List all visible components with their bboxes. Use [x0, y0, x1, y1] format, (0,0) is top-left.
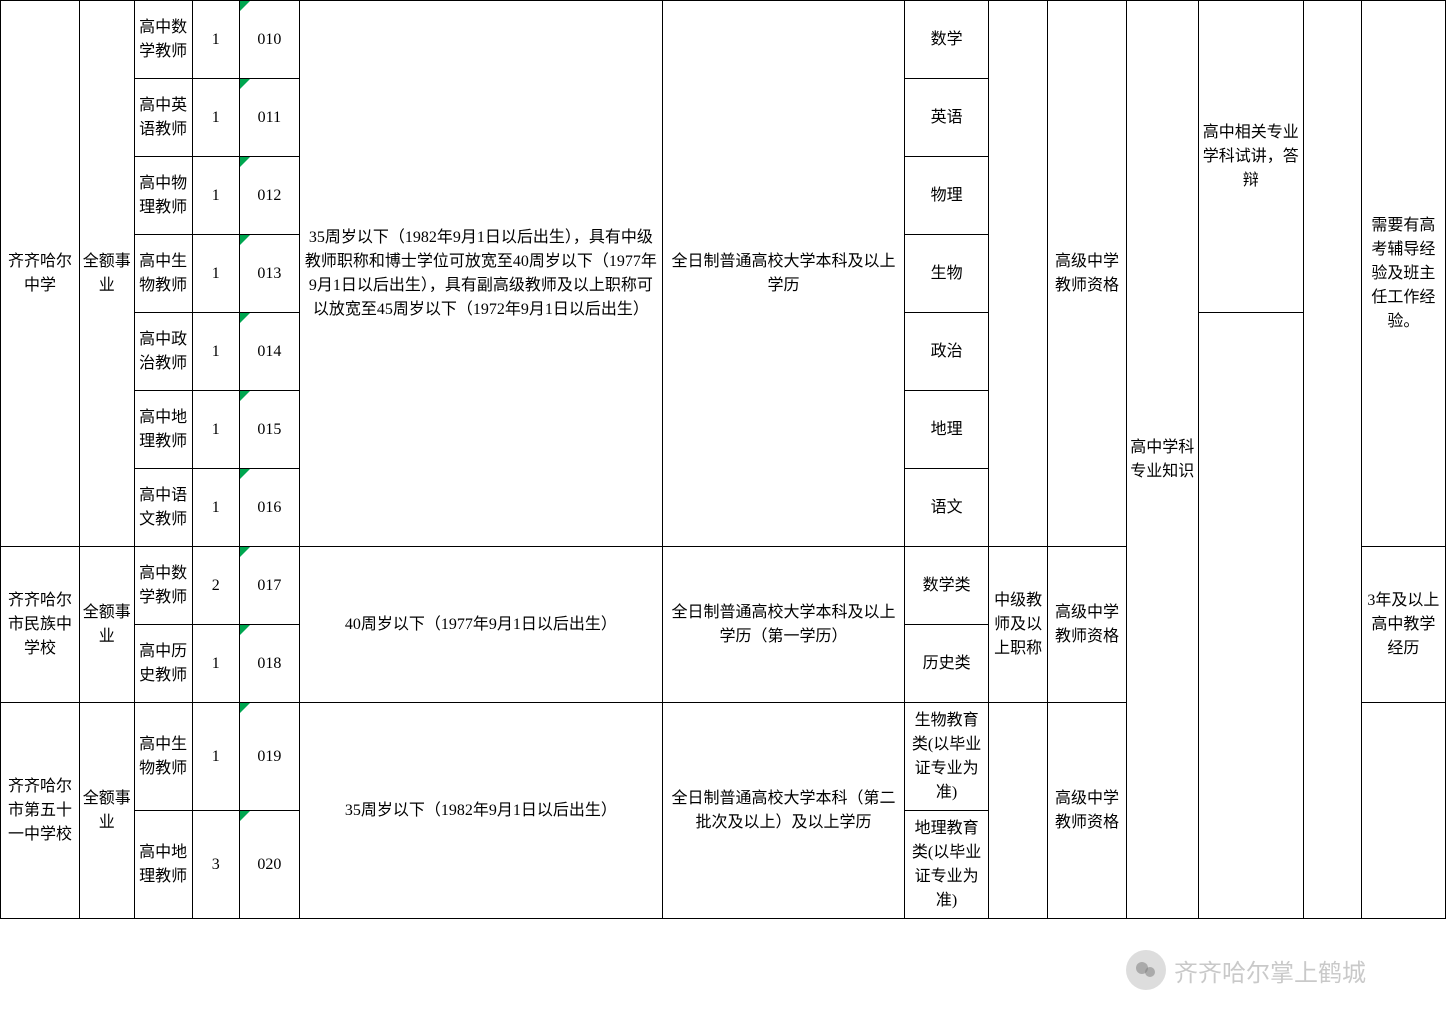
cell-subject: 高中语文教师	[134, 469, 192, 547]
code-text: 010	[257, 31, 281, 48]
code-text: 019	[257, 748, 281, 765]
cell-major: 地理	[904, 391, 988, 469]
cell-major: 历史类	[904, 625, 988, 703]
cell-age-req: 35周岁以下（1982年9月1日以后出生）	[299, 703, 662, 919]
cell-remark: 3年及以上高中教学经历	[1361, 547, 1445, 703]
cell-code: 016	[239, 469, 299, 547]
cell-code: 013	[239, 235, 299, 313]
cell-subject: 高中物理教师	[134, 157, 192, 235]
cell-subject: 高中生物教师	[134, 703, 192, 811]
cell-count: 1	[192, 235, 239, 313]
cell-subject: 高中地理教师	[134, 811, 192, 919]
cell-school: 齐齐哈尔中学	[1, 1, 80, 547]
code-text: 014	[257, 343, 281, 360]
cell-age-req: 35周岁以下（1982年9月1日以后出生），具有中级教师职称和博士学位可放宽至4…	[299, 1, 662, 547]
cell-code: 011	[239, 79, 299, 157]
cell-cert: 高级中学教师资格	[1048, 547, 1127, 703]
cell-title	[989, 1, 1048, 547]
cell-cert: 高级中学教师资格	[1048, 703, 1127, 919]
cell-major: 数学类	[904, 547, 988, 625]
cell-type: 全额事业	[79, 547, 134, 703]
cell-count: 1	[192, 625, 239, 703]
code-text: 015	[257, 421, 281, 438]
wechat-icon	[1126, 950, 1166, 990]
cell-code: 010	[239, 1, 299, 79]
code-text: 020	[257, 856, 281, 873]
cell-major: 语文	[904, 469, 988, 547]
cell-count: 1	[192, 703, 239, 811]
cell-major: 政治	[904, 313, 988, 391]
cell-major: 物理	[904, 157, 988, 235]
watermark: 齐齐哈尔掌上鹤城	[1126, 950, 1366, 990]
cell-age-req: 40周岁以下（1977年9月1日以后出生）	[299, 547, 662, 703]
cell-count: 1	[192, 157, 239, 235]
cell-count: 3	[192, 811, 239, 919]
cell-school: 齐齐哈尔市民族中学校	[1, 547, 80, 703]
code-text: 016	[257, 499, 281, 516]
cell-edu-req: 全日制普通高校大学本科（第二批次及以上）及以上学历	[662, 703, 904, 919]
cell-subject: 高中地理教师	[134, 391, 192, 469]
cell-code: 015	[239, 391, 299, 469]
cell-interview-empty	[1198, 313, 1303, 919]
code-text: 018	[257, 655, 281, 672]
cell-subject: 高中数学教师	[134, 1, 192, 79]
cell-school: 齐齐哈尔市第五十一中学校	[1, 703, 80, 919]
cell-type: 全额事业	[79, 1, 134, 547]
cell-subject: 高中生物教师	[134, 235, 192, 313]
cell-title	[989, 703, 1048, 919]
cell-code: 014	[239, 313, 299, 391]
cell-count: 1	[192, 391, 239, 469]
cell-interview: 高中相关专业学科试讲，答辩	[1198, 1, 1303, 313]
cell-type: 全额事业	[79, 703, 134, 919]
cell-empty	[1303, 1, 1361, 919]
code-text: 011	[258, 109, 281, 126]
cell-edu-req: 全日制普通高校大学本科及以上学历	[662, 1, 904, 547]
table-row: 齐齐哈尔中学 全额事业 高中数学教师 1 010 35周岁以下（1982年9月1…	[1, 1, 1446, 79]
cell-code: 018	[239, 625, 299, 703]
cell-major: 英语	[904, 79, 988, 157]
cell-major: 生物教育类(以毕业证专业为准)	[904, 703, 988, 811]
cell-subject: 高中英语教师	[134, 79, 192, 157]
cell-count: 1	[192, 313, 239, 391]
cell-major: 地理教育类(以毕业证专业为准)	[904, 811, 988, 919]
cell-title: 中级教师及以上职称	[989, 547, 1048, 703]
cell-code: 017	[239, 547, 299, 625]
code-text: 017	[257, 577, 281, 594]
cell-count: 1	[192, 1, 239, 79]
cell-subject: 高中数学教师	[134, 547, 192, 625]
cell-subject: 高中历史教师	[134, 625, 192, 703]
cell-count: 1	[192, 79, 239, 157]
cell-remark	[1361, 703, 1445, 919]
cell-major: 生物	[904, 235, 988, 313]
cell-subject: 高中政治教师	[134, 313, 192, 391]
cell-major: 数学	[904, 1, 988, 79]
cell-code: 020	[239, 811, 299, 919]
cell-edu-req: 全日制普通高校大学本科及以上学历（第一学历）	[662, 547, 904, 703]
code-text: 012	[257, 187, 281, 204]
recruitment-table: 齐齐哈尔中学 全额事业 高中数学教师 1 010 35周岁以下（1982年9月1…	[0, 0, 1446, 919]
code-text: 013	[257, 265, 281, 282]
cell-remark: 需要有高考辅导经验及班主任工作经验。	[1361, 1, 1445, 547]
cell-code: 012	[239, 157, 299, 235]
cell-count: 1	[192, 469, 239, 547]
watermark-text: 齐齐哈尔掌上鹤城	[1174, 953, 1366, 988]
cell-exam: 高中学科专业知识	[1127, 1, 1199, 919]
cell-code: 019	[239, 703, 299, 811]
cell-cert: 高级中学教师资格	[1048, 1, 1127, 547]
cell-count: 2	[192, 547, 239, 625]
